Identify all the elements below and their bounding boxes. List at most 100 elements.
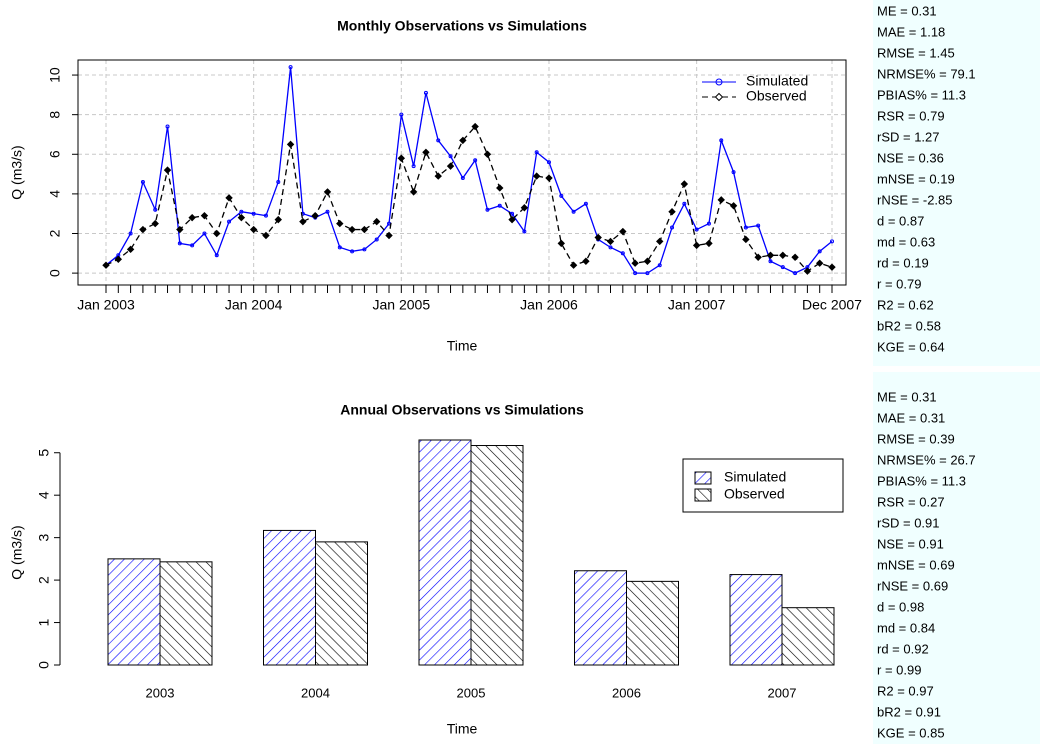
point bbox=[705, 239, 713, 248]
stat-text: NRMSE% = 79.1 bbox=[877, 66, 976, 81]
legend-label: Observed bbox=[724, 486, 785, 502]
x-tick-label: 2006 bbox=[612, 685, 641, 700]
point bbox=[323, 188, 332, 196]
x-tick-label: Jan 2005 bbox=[373, 297, 431, 313]
x-tick-label: 2005 bbox=[457, 685, 486, 700]
point bbox=[694, 227, 699, 232]
stat-text: rd = 0.92 bbox=[877, 641, 929, 656]
stat-text: MAE = 1.18 bbox=[877, 24, 945, 39]
point bbox=[779, 251, 787, 259]
stats-panel bbox=[873, 372, 1040, 744]
point bbox=[225, 194, 233, 202]
point bbox=[557, 239, 565, 248]
bar bbox=[159, 561, 213, 666]
point bbox=[510, 211, 515, 216]
point bbox=[126, 245, 135, 254]
point bbox=[213, 229, 221, 238]
stat-text: ME = 0.31 bbox=[877, 3, 937, 18]
point bbox=[594, 233, 602, 242]
y-tick-label: 2 bbox=[47, 229, 63, 237]
point bbox=[249, 225, 258, 234]
point bbox=[731, 170, 736, 175]
point bbox=[692, 241, 701, 250]
point bbox=[446, 162, 455, 170]
point bbox=[830, 239, 834, 244]
bar bbox=[418, 439, 472, 666]
point bbox=[411, 164, 416, 169]
point bbox=[670, 225, 675, 230]
y-tick-label: 4 bbox=[36, 491, 52, 499]
point bbox=[140, 180, 145, 185]
point bbox=[128, 231, 133, 236]
stat-text: R2 = 0.97 bbox=[877, 683, 934, 698]
x-tick-label: Dec 2007 bbox=[802, 297, 862, 313]
point bbox=[522, 229, 527, 234]
y-tick-label: 3 bbox=[36, 534, 52, 542]
y-tick-label: 10 bbox=[47, 67, 63, 83]
point bbox=[190, 243, 195, 248]
point bbox=[188, 213, 196, 222]
bar bbox=[107, 558, 161, 666]
point bbox=[336, 219, 344, 228]
point bbox=[200, 211, 209, 220]
point bbox=[780, 265, 785, 270]
point bbox=[348, 225, 356, 234]
bar bbox=[626, 580, 679, 666]
stat-text: md = 0.63 bbox=[877, 234, 935, 249]
point bbox=[239, 209, 244, 214]
chart-title: Monthly Observations vs Simulations bbox=[337, 18, 587, 34]
bar bbox=[781, 607, 835, 666]
legend-label: Simulated bbox=[746, 73, 808, 89]
legend-box bbox=[682, 458, 844, 513]
point bbox=[288, 65, 293, 70]
point bbox=[436, 138, 441, 143]
y-tick-label: 1 bbox=[36, 618, 52, 626]
point bbox=[151, 219, 159, 228]
point bbox=[645, 271, 650, 276]
x-tick-label: Jan 2003 bbox=[77, 297, 135, 313]
point bbox=[251, 211, 256, 216]
x-tick-label: 2003 bbox=[146, 685, 175, 700]
stat-text: md = 0.84 bbox=[877, 620, 935, 635]
point bbox=[473, 158, 478, 163]
point bbox=[793, 271, 798, 276]
point bbox=[448, 154, 453, 159]
stat-text: PBIAS% = 11.3 bbox=[877, 473, 966, 488]
point bbox=[583, 201, 588, 206]
stat-text: RSR = 0.79 bbox=[877, 108, 945, 123]
stat-text: R2 = 0.62 bbox=[877, 297, 934, 312]
y-axis-title: Q (m3/s) bbox=[9, 145, 25, 199]
chart-title: Annual Observations vs Simulations bbox=[340, 402, 584, 418]
legend-label: Simulated bbox=[724, 469, 786, 485]
point bbox=[214, 253, 219, 258]
point bbox=[719, 138, 724, 143]
point bbox=[633, 271, 638, 276]
legend-swatch bbox=[694, 488, 712, 502]
stat-text: bR2 = 0.58 bbox=[877, 318, 941, 333]
point bbox=[163, 166, 172, 174]
bar bbox=[470, 445, 524, 666]
stat-text: bR2 = 0.91 bbox=[877, 704, 941, 719]
x-tick-label: Jan 2007 bbox=[668, 297, 726, 313]
point bbox=[497, 203, 502, 208]
point bbox=[766, 251, 775, 259]
stat-text: rd = 0.19 bbox=[877, 255, 929, 270]
point bbox=[631, 259, 639, 267]
point bbox=[606, 237, 615, 246]
point bbox=[496, 184, 504, 192]
x-tick-label: 2004 bbox=[301, 685, 330, 700]
stat-text: PBIAS% = 11.3 bbox=[877, 87, 966, 102]
point bbox=[520, 204, 529, 212]
point bbox=[237, 213, 246, 222]
x-tick-label: 2007 bbox=[768, 685, 797, 700]
point bbox=[102, 261, 110, 269]
point bbox=[422, 148, 430, 157]
point bbox=[706, 221, 711, 226]
stat-text: KGE = 0.85 bbox=[877, 725, 945, 740]
y-tick-label: 0 bbox=[36, 661, 52, 669]
stat-text: NSE = 0.91 bbox=[877, 536, 944, 551]
point bbox=[399, 112, 404, 117]
point bbox=[571, 209, 576, 214]
y-tick-label: 5 bbox=[36, 449, 52, 457]
stat-text: rNSE = -2.85 bbox=[877, 192, 953, 207]
